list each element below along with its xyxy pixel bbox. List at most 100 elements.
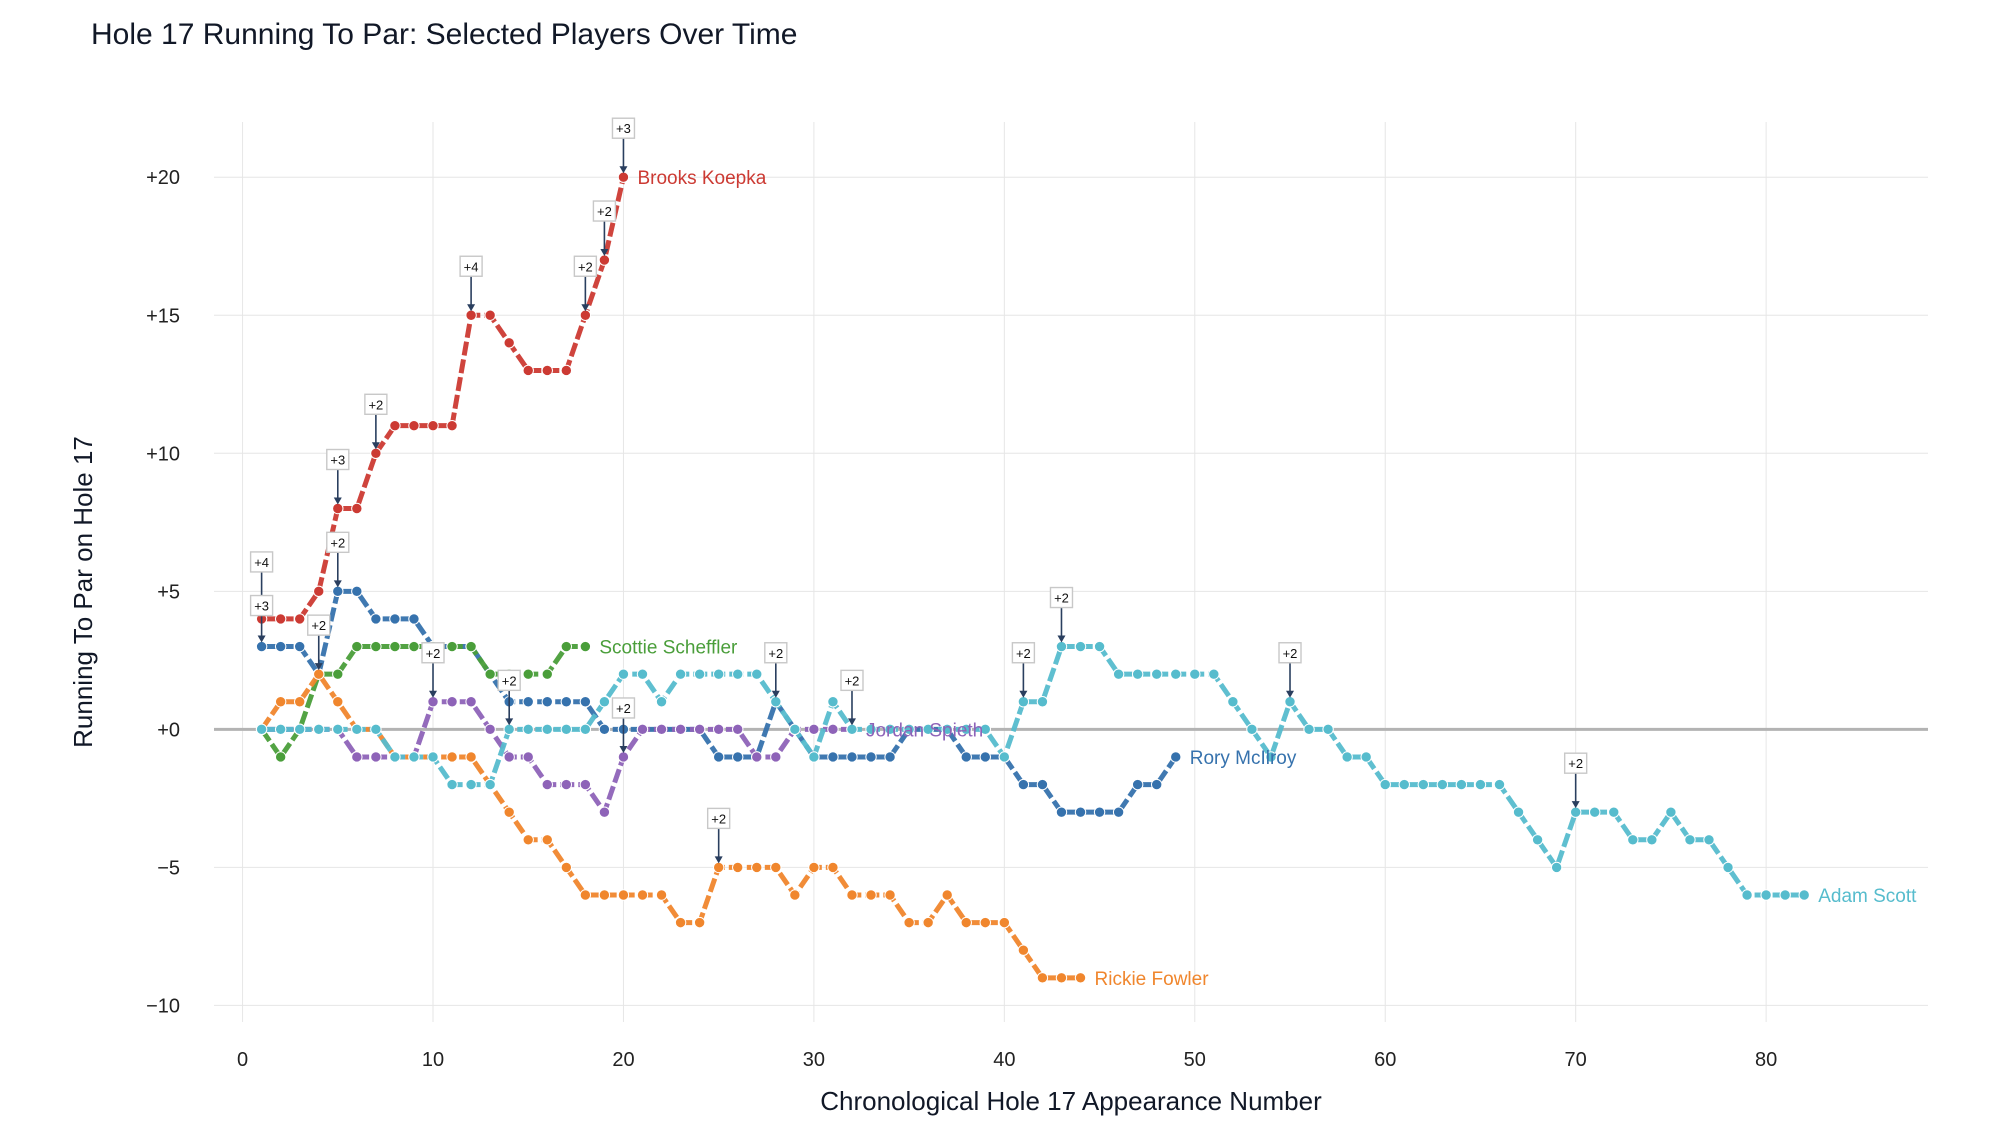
data-point-adam-scott[interactable]	[1074, 640, 1087, 653]
data-point-adam-scott[interactable]	[789, 723, 801, 736]
data-point-rory-mcilroy[interactable]	[1112, 806, 1125, 818]
data-point-jordan-spieth[interactable]	[827, 723, 839, 736]
data-point-brooks-koepka[interactable]	[465, 309, 477, 321]
data-point-adam-scott[interactable]	[1646, 834, 1658, 846]
data-point-rickie-fowler[interactable]	[846, 889, 858, 901]
data-point-adam-scott[interactable]	[1684, 834, 1696, 846]
data-point-adam-scott[interactable]	[1760, 889, 1772, 901]
data-point-rickie-fowler[interactable]	[274, 696, 287, 708]
data-point-jordan-spieth[interactable]	[674, 723, 687, 736]
data-point-rory-mcilroy[interactable]	[1131, 778, 1144, 791]
data-point-brooks-koepka[interactable]	[541, 364, 553, 377]
data-point-adam-scott[interactable]	[1379, 778, 1391, 791]
data-point-brooks-koepka[interactable]	[503, 337, 515, 349]
data-point-brooks-koepka[interactable]	[427, 419, 439, 432]
data-point-rory-mcilroy[interactable]	[598, 723, 611, 736]
data-point-rory-mcilroy[interactable]	[1017, 778, 1030, 791]
data-point-adam-scott[interactable]	[1398, 778, 1410, 791]
data-point-rickie-fowler[interactable]	[1017, 944, 1030, 956]
data-point-adam-scott[interactable]	[1360, 751, 1372, 763]
data-point-adam-scott[interactable]	[1151, 668, 1163, 680]
data-point-adam-scott[interactable]	[274, 723, 287, 736]
data-point-adam-scott[interactable]	[408, 751, 420, 763]
data-point-scottie-scheffler[interactable]	[389, 640, 401, 653]
data-point-adam-scott[interactable]	[1550, 861, 1563, 874]
data-point-brooks-koepka[interactable]	[579, 309, 592, 321]
data-point-adam-scott[interactable]	[294, 723, 306, 736]
data-point-adam-scott[interactable]	[1036, 696, 1049, 708]
data-point-rickie-fowler[interactable]	[960, 916, 972, 929]
data-point-rickie-fowler[interactable]	[979, 916, 991, 929]
data-point-jordan-spieth[interactable]	[636, 723, 649, 736]
data-point-rickie-fowler[interactable]	[579, 889, 592, 901]
data-point-rickie-fowler[interactable]	[941, 889, 953, 901]
data-point-rory-mcilroy[interactable]	[274, 640, 287, 653]
data-point-adam-scott[interactable]	[1512, 806, 1525, 818]
data-point-rory-mcilroy[interactable]	[541, 696, 553, 708]
data-point-adam-scott[interactable]	[1055, 640, 1068, 653]
data-point-adam-scott[interactable]	[313, 723, 325, 736]
data-point-rickie-fowler[interactable]	[465, 751, 477, 763]
data-point-rickie-fowler[interactable]	[789, 889, 801, 901]
data-point-scottie-scheffler[interactable]	[541, 668, 553, 680]
data-point-rickie-fowler[interactable]	[674, 916, 687, 929]
data-point-adam-scott[interactable]	[1284, 696, 1296, 708]
data-point-adam-scott[interactable]	[465, 778, 477, 791]
data-point-rory-mcilroy[interactable]	[1074, 806, 1087, 818]
data-point-adam-scott[interactable]	[846, 723, 858, 736]
data-point-adam-scott[interactable]	[712, 668, 725, 680]
data-point-rickie-fowler[interactable]	[1074, 972, 1087, 984]
data-point-jordan-spieth[interactable]	[541, 778, 553, 791]
data-point-rickie-fowler[interactable]	[770, 861, 782, 874]
data-point-adam-scott[interactable]	[1112, 668, 1125, 680]
data-point-adam-scott[interactable]	[579, 723, 592, 736]
data-point-jordan-spieth[interactable]	[617, 751, 630, 763]
data-point-rickie-fowler[interactable]	[884, 889, 896, 901]
data-point-adam-scott[interactable]	[1703, 834, 1715, 846]
data-point-adam-scott[interactable]	[1017, 696, 1030, 708]
data-point-adam-scott[interactable]	[1417, 778, 1430, 791]
data-point-scottie-scheffler[interactable]	[274, 751, 287, 763]
data-point-adam-scott[interactable]	[808, 751, 820, 763]
data-point-rickie-fowler[interactable]	[1055, 972, 1068, 984]
data-point-adam-scott[interactable]	[655, 696, 668, 708]
data-point-rickie-fowler[interactable]	[865, 889, 877, 901]
data-point-adam-scott[interactable]	[541, 723, 553, 736]
data-point-adam-scott[interactable]	[1341, 751, 1353, 763]
data-point-rory-mcilroy[interactable]	[960, 751, 972, 763]
data-point-rickie-fowler[interactable]	[998, 916, 1011, 929]
data-point-rory-mcilroy[interactable]	[865, 751, 877, 763]
data-point-rickie-fowler[interactable]	[827, 861, 839, 874]
data-point-jordan-spieth[interactable]	[598, 806, 611, 818]
data-point-jordan-spieth[interactable]	[751, 751, 763, 763]
data-point-adam-scott[interactable]	[503, 723, 515, 736]
data-point-adam-scott[interactable]	[1779, 889, 1791, 901]
data-point-jordan-spieth[interactable]	[770, 751, 782, 763]
data-point-rickie-fowler[interactable]	[503, 806, 515, 818]
data-point-adam-scott[interactable]	[884, 723, 896, 736]
data-point-jordan-spieth[interactable]	[503, 751, 515, 763]
data-point-adam-scott[interactable]	[389, 751, 401, 763]
data-point-adam-scott[interactable]	[1322, 723, 1334, 736]
data-point-adam-scott[interactable]	[941, 723, 953, 736]
data-point-rickie-fowler[interactable]	[560, 861, 573, 874]
data-point-brooks-koepka[interactable]	[617, 171, 630, 183]
data-point-rory-mcilroy[interactable]	[560, 696, 573, 708]
data-point-adam-scott[interactable]	[1741, 889, 1753, 901]
data-point-adam-scott[interactable]	[255, 723, 268, 736]
data-point-brooks-koepka[interactable]	[446, 419, 458, 432]
data-point-adam-scott[interactable]	[1246, 723, 1258, 736]
data-point-adam-scott[interactable]	[370, 723, 382, 736]
data-point-adam-scott[interactable]	[751, 668, 763, 680]
data-point-adam-scott[interactable]	[484, 778, 496, 791]
data-point-rickie-fowler[interactable]	[598, 889, 611, 901]
data-point-rickie-fowler[interactable]	[332, 696, 344, 708]
data-point-adam-scott[interactable]	[903, 723, 915, 736]
data-point-brooks-koepka[interactable]	[274, 613, 287, 625]
data-point-scottie-scheffler[interactable]	[446, 640, 458, 653]
data-point-rickie-fowler[interactable]	[313, 668, 325, 680]
data-point-rickie-fowler[interactable]	[922, 916, 934, 929]
data-point-adam-scott[interactable]	[446, 778, 458, 791]
data-point-rory-mcilroy[interactable]	[1170, 751, 1182, 763]
data-point-adam-scott[interactable]	[922, 723, 934, 736]
